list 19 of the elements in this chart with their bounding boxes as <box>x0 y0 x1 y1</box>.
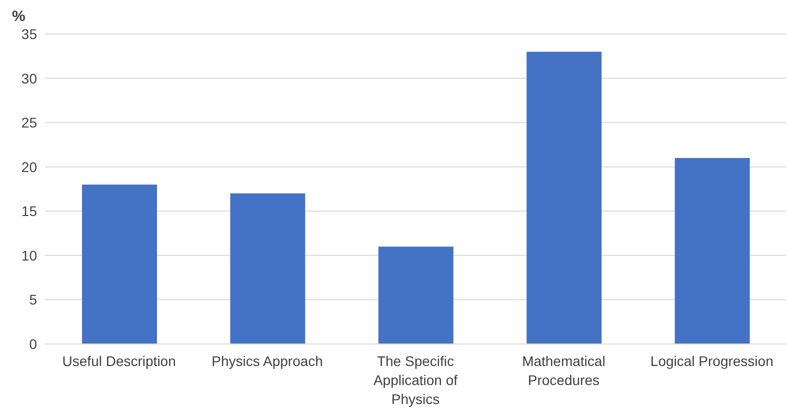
x-tick-label: Mathematical Procedures <box>522 353 606 388</box>
x-tick-label: Physics Approach <box>212 353 323 369</box>
bar <box>82 184 157 344</box>
x-tick-label: Useful Description <box>62 353 176 369</box>
x-tick-label: The Specific Application of Physics <box>373 353 458 407</box>
y-tick-label: 15 <box>21 203 38 220</box>
y-tick-label: 0 <box>29 336 38 352</box>
y-tick-label: 5 <box>29 292 38 308</box>
bar <box>674 158 750 344</box>
y-tick-label: 35 <box>21 26 38 42</box>
y-tick-label: 20 <box>21 158 38 175</box>
x-tick-label: Logical Progression <box>650 353 774 369</box>
y-tick-label: 30 <box>21 70 38 86</box>
y-tick-label: 25 <box>21 114 38 131</box>
bar <box>526 52 602 344</box>
bar <box>230 193 306 344</box>
y-tick-label: 10 <box>21 247 38 264</box>
bar <box>378 246 454 344</box>
y-axis-title: % <box>12 8 26 25</box>
